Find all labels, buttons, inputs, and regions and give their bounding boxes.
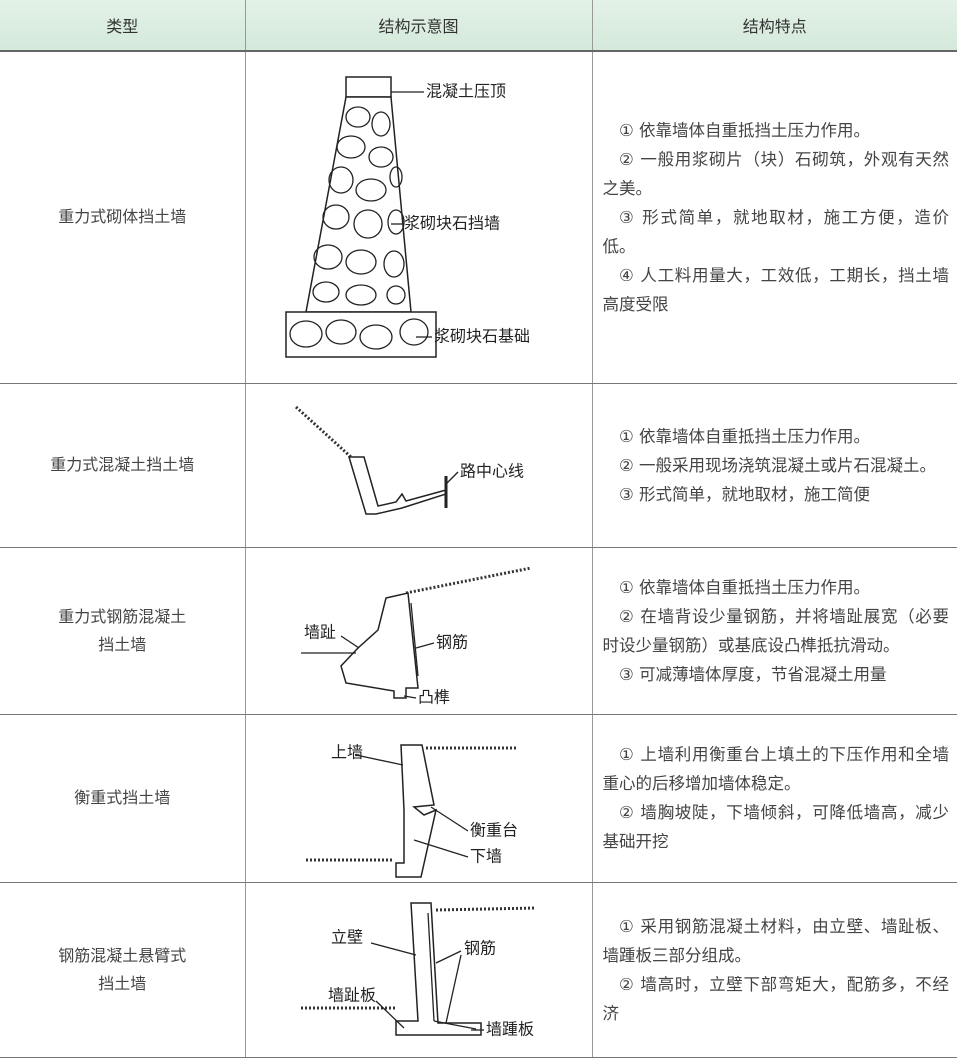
feature: ② 在墙背设少量钢筋，并将墙趾展宽（必要时设少量钢筋）或基底设凸榫抵抗滑动。 <box>602 606 950 655</box>
diagram-label: 凸榫 <box>418 688 450 707</box>
diagram: 墙趾 钢筋 凸榫 <box>300 566 531 707</box>
feature: ③ 形式简单，就地取材，施工简便 <box>619 484 871 504</box>
feature: ① 依靠墙体自重抵挡土压力作用。 <box>619 120 871 140</box>
diagram: 立壁 钢筋 墙趾板 墙踵板 <box>300 902 536 1039</box>
diagram: 混凝土压顶 浆砌块石挡墙 浆砌块石基础 <box>284 76 530 358</box>
feature: ② 一般用浆砌片（块）石砌筑，外观有天然之美。 <box>602 149 950 198</box>
diagram-cell: 混凝土压顶 浆砌块石挡墙 浆砌块石基础 <box>244 51 593 384</box>
diagram-cell: 路中心线 <box>244 383 593 548</box>
type-line: 钢筋混凝土悬臂式 <box>58 945 187 965</box>
diagram-label: 路中心线 <box>460 462 524 481</box>
type-line: 重力式混凝土挡土墙 <box>50 455 195 474</box>
header-cell: 类型 <box>0 0 245 52</box>
type-line: 衡重式挡土墙 <box>74 788 171 807</box>
diagram-label: 墙趾板 <box>328 986 376 1005</box>
diagram-label: 立壁 <box>331 928 363 947</box>
table-row: 重力式砌体挡土墙 混凝土压顶 浆砌块石挡墙 浆砌块石基础 ① 依靠墙体自重抵挡土… <box>0 51 957 384</box>
diagram: 路中心线 <box>294 405 524 515</box>
table-row: 衡重式挡土墙 上墙 衡重台 下墙 ① 上墙利用衡重台上填土的下压作用和全墙重心的… <box>0 714 957 883</box>
type-cell: 钢筋混凝土悬臂式 挡土墙 <box>0 882 245 1058</box>
type-cell: 衡重式挡土墙 <box>0 714 245 883</box>
type-line: 重力式钢筋混凝土 <box>58 606 187 626</box>
feature: ④ 人工料用量大，工效低，工期长，挡土墙高度受限 <box>602 265 950 314</box>
feature: ① 依靠墙体自重抵挡土压力作用。 <box>619 577 871 597</box>
feature-cell: ① 依靠墙体自重抵挡土压力作用。 ② 一般采用现场浇筑混凝土或片石混凝土。 ③ … <box>592 383 957 548</box>
feature: ② 墙高时，立壁下部弯矩大，配筋多，不经济 <box>602 974 950 1023</box>
feature: ③ 可减薄墙体厚度，节省混凝土用量 <box>619 664 887 684</box>
feature: ① 依靠墙体自重抵挡土压力作用。 <box>619 426 871 446</box>
feature: ② 一般采用现场浇筑混凝土或片石混凝土。 <box>619 455 937 475</box>
type-line: 挡土墙 <box>98 973 147 993</box>
diagram-label: 浆砌块石挡墙 <box>404 214 500 233</box>
feature: ① 上墙利用衡重台上填土的下压作用和全墙重心的后移增加墙体稳定。 <box>602 745 950 793</box>
diagram-label: 下墙 <box>470 847 502 866</box>
header-row: 类型 结构示意图 结构特点 <box>0 0 957 52</box>
diagram-label: 墙趾 <box>304 623 336 642</box>
diagram-label: 混凝土压顶 <box>426 82 506 101</box>
type-cell: 重力式混凝土挡土墙 <box>0 383 245 548</box>
diagram-label: 浆砌块石基础 <box>434 327 530 346</box>
type-cell: 重力式砌体挡土墙 <box>0 51 245 384</box>
type-cell: 重力式钢筋混凝土 挡土墙 <box>0 547 245 715</box>
diagram-label: 墙踵板 <box>486 1020 534 1039</box>
diagram-cell: 墙趾 钢筋 凸榫 <box>244 547 593 715</box>
header-cell: 结构示意图 <box>244 0 593 52</box>
diagram: 上墙 衡重台 下墙 <box>305 743 518 878</box>
type-line: 重力式砌体挡土墙 <box>58 207 187 227</box>
diagram-cell: 立壁 钢筋 墙趾板 墙踵板 <box>244 882 593 1058</box>
diagram-label: 衡重台 <box>470 821 518 840</box>
table-row: 重力式混凝土挡土墙 路中心线 ① 依靠墙体自重抵挡土压力作用。 ② 一般采用现场… <box>0 383 957 548</box>
diagram-label: 钢筋 <box>464 939 496 958</box>
feature-cell: ① 依靠墙体自重抵挡土压力作用。 ② 在墙背设少量钢筋，并将墙趾展宽（必要时设少… <box>592 547 957 715</box>
diagram-cell: 上墙 衡重台 下墙 <box>244 714 593 883</box>
table-row: 钢筋混凝土悬臂式 挡土墙 立壁 钢筋 墙趾板 墙踵板 ① 采用钢筋混凝土材料，由立… <box>0 882 957 1058</box>
feature: ① 采用钢筋混凝土材料，由立壁、墙趾板、墙踵板三部分组成。 <box>602 916 950 965</box>
feature-cell: ① 采用钢筋混凝土材料，由立壁、墙趾板、墙踵板三部分组成。 ② 墙高时，立壁下部… <box>592 882 957 1058</box>
type-line: 挡土墙 <box>98 634 147 654</box>
table-row: 重力式钢筋混凝土 挡土墙 墙趾 钢筋 凸榫 ① 依靠墙体自重抵挡土压力作用。 ② … <box>0 547 957 715</box>
feature: ③ 形式简单，就地取材，施工方便，造价低。 <box>602 207 950 256</box>
diagram-label: 上墙 <box>331 743 363 762</box>
feature: ② 墙胸坡陡，下墙倾斜，可降低墙高，减少基础开挖 <box>602 803 950 851</box>
feature-cell: ① 依靠墙体自重抵挡土压力作用。 ② 一般用浆砌片（块）石砌筑，外观有天然之美。… <box>592 51 957 384</box>
header-cell: 结构特点 <box>592 0 957 52</box>
diagram-label: 钢筋 <box>436 633 468 652</box>
feature-cell: ① 上墙利用衡重台上填土的下压作用和全墙重心的后移增加墙体稳定。 ② 墙胸坡陡，… <box>592 714 957 883</box>
